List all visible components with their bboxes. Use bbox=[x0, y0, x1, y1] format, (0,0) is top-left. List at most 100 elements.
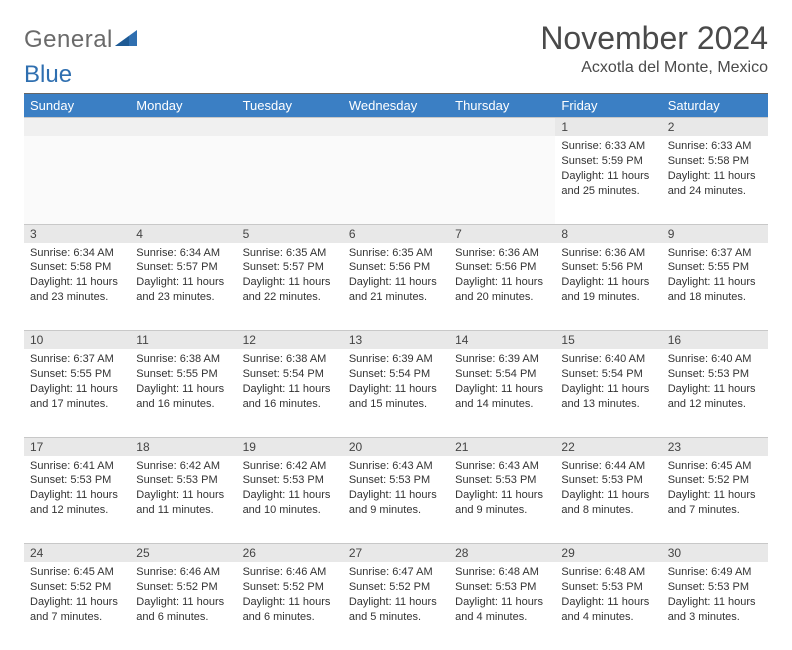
day-number-row: 24252627282930 bbox=[24, 544, 768, 563]
sunset-line: Sunset: 5:57 PM bbox=[243, 260, 337, 275]
daylight-line: Daylight: 11 hours and 16 minutes. bbox=[243, 382, 337, 412]
sunrise-line: Sunrise: 6:40 AM bbox=[668, 352, 762, 367]
sunset-line: Sunset: 5:56 PM bbox=[349, 260, 443, 275]
day-cell: Sunrise: 6:37 AMSunset: 5:55 PMDaylight:… bbox=[24, 349, 130, 437]
day-number: 25 bbox=[130, 544, 236, 563]
sunrise-line: Sunrise: 6:40 AM bbox=[561, 352, 655, 367]
day-number: 24 bbox=[24, 544, 130, 563]
daylight-line: Daylight: 11 hours and 19 minutes. bbox=[561, 275, 655, 305]
sunrise-line: Sunrise: 6:38 AM bbox=[136, 352, 230, 367]
daylight-line: Daylight: 11 hours and 14 minutes. bbox=[455, 382, 549, 412]
day-number bbox=[343, 118, 449, 137]
daylight-line: Daylight: 11 hours and 9 minutes. bbox=[455, 488, 549, 518]
sunrise-line: Sunrise: 6:35 AM bbox=[349, 246, 443, 261]
day-number: 13 bbox=[343, 331, 449, 350]
day-number: 19 bbox=[237, 437, 343, 456]
sunset-line: Sunset: 5:56 PM bbox=[455, 260, 549, 275]
day-cell: Sunrise: 6:43 AMSunset: 5:53 PMDaylight:… bbox=[343, 456, 449, 544]
sunrise-line: Sunrise: 6:45 AM bbox=[30, 565, 124, 580]
daylight-line: Daylight: 11 hours and 3 minutes. bbox=[668, 595, 762, 625]
sunrise-line: Sunrise: 6:42 AM bbox=[136, 459, 230, 474]
sunset-line: Sunset: 5:53 PM bbox=[455, 473, 549, 488]
day-cell bbox=[343, 136, 449, 224]
day-content-row: Sunrise: 6:45 AMSunset: 5:52 PMDaylight:… bbox=[24, 562, 768, 650]
sunrise-line: Sunrise: 6:36 AM bbox=[561, 246, 655, 261]
day-number: 7 bbox=[449, 224, 555, 243]
sunset-line: Sunset: 5:53 PM bbox=[30, 473, 124, 488]
daylight-line: Daylight: 11 hours and 24 minutes. bbox=[668, 169, 762, 199]
sunrise-line: Sunrise: 6:38 AM bbox=[243, 352, 337, 367]
sunset-line: Sunset: 5:56 PM bbox=[561, 260, 655, 275]
daylight-line: Daylight: 11 hours and 12 minutes. bbox=[668, 382, 762, 412]
day-number: 18 bbox=[130, 437, 236, 456]
day-number: 23 bbox=[662, 437, 768, 456]
sunset-line: Sunset: 5:52 PM bbox=[243, 580, 337, 595]
sunrise-line: Sunrise: 6:43 AM bbox=[455, 459, 549, 474]
daylight-line: Daylight: 11 hours and 13 minutes. bbox=[561, 382, 655, 412]
calendar-table: Sunday Monday Tuesday Wednesday Thursday… bbox=[24, 94, 768, 650]
sunrise-line: Sunrise: 6:34 AM bbox=[30, 246, 124, 261]
day-number: 4 bbox=[130, 224, 236, 243]
day-cell: Sunrise: 6:46 AMSunset: 5:52 PMDaylight:… bbox=[130, 562, 236, 650]
day-number bbox=[24, 118, 130, 137]
day-content-row: Sunrise: 6:37 AMSunset: 5:55 PMDaylight:… bbox=[24, 349, 768, 437]
day-cell: Sunrise: 6:38 AMSunset: 5:55 PMDaylight:… bbox=[130, 349, 236, 437]
day-number: 3 bbox=[24, 224, 130, 243]
day-cell: Sunrise: 6:39 AMSunset: 5:54 PMDaylight:… bbox=[449, 349, 555, 437]
daylight-line: Daylight: 11 hours and 23 minutes. bbox=[30, 275, 124, 305]
sunrise-line: Sunrise: 6:34 AM bbox=[136, 246, 230, 261]
daylight-line: Daylight: 11 hours and 6 minutes. bbox=[136, 595, 230, 625]
sunset-line: Sunset: 5:58 PM bbox=[30, 260, 124, 275]
logo-word1: General bbox=[24, 26, 113, 54]
day-cell: Sunrise: 6:47 AMSunset: 5:52 PMDaylight:… bbox=[343, 562, 449, 650]
sunrise-line: Sunrise: 6:33 AM bbox=[561, 139, 655, 154]
daylight-line: Daylight: 11 hours and 7 minutes. bbox=[30, 595, 124, 625]
sunrise-line: Sunrise: 6:46 AM bbox=[243, 565, 337, 580]
sunset-line: Sunset: 5:59 PM bbox=[561, 154, 655, 169]
day-number-row: 10111213141516 bbox=[24, 331, 768, 350]
daylight-line: Daylight: 11 hours and 7 minutes. bbox=[668, 488, 762, 518]
day-cell bbox=[449, 136, 555, 224]
day-number: 1 bbox=[555, 118, 661, 137]
sunset-line: Sunset: 5:58 PM bbox=[668, 154, 762, 169]
day-cell: Sunrise: 6:46 AMSunset: 5:52 PMDaylight:… bbox=[237, 562, 343, 650]
daylight-line: Daylight: 11 hours and 10 minutes. bbox=[243, 488, 337, 518]
daylight-line: Daylight: 11 hours and 6 minutes. bbox=[243, 595, 337, 625]
weekday-header: Friday bbox=[555, 94, 661, 118]
day-number: 16 bbox=[662, 331, 768, 350]
day-number: 15 bbox=[555, 331, 661, 350]
day-number: 9 bbox=[662, 224, 768, 243]
day-number: 29 bbox=[555, 544, 661, 563]
sunrise-line: Sunrise: 6:37 AM bbox=[668, 246, 762, 261]
logo-triangle-icon bbox=[115, 28, 137, 53]
day-number: 30 bbox=[662, 544, 768, 563]
logo-word2: Blue bbox=[24, 61, 768, 89]
sunset-line: Sunset: 5:53 PM bbox=[668, 580, 762, 595]
day-cell bbox=[237, 136, 343, 224]
day-number-row: 17181920212223 bbox=[24, 437, 768, 456]
daylight-line: Daylight: 11 hours and 11 minutes. bbox=[136, 488, 230, 518]
daylight-line: Daylight: 11 hours and 23 minutes. bbox=[136, 275, 230, 305]
day-number-row: 12 bbox=[24, 118, 768, 137]
day-number: 28 bbox=[449, 544, 555, 563]
day-cell: Sunrise: 6:45 AMSunset: 5:52 PMDaylight:… bbox=[24, 562, 130, 650]
day-cell: Sunrise: 6:49 AMSunset: 5:53 PMDaylight:… bbox=[662, 562, 768, 650]
day-number: 5 bbox=[237, 224, 343, 243]
daylight-line: Daylight: 11 hours and 8 minutes. bbox=[561, 488, 655, 518]
day-cell: Sunrise: 6:34 AMSunset: 5:58 PMDaylight:… bbox=[24, 243, 130, 331]
sunrise-line: Sunrise: 6:44 AM bbox=[561, 459, 655, 474]
day-number: 14 bbox=[449, 331, 555, 350]
day-cell: Sunrise: 6:36 AMSunset: 5:56 PMDaylight:… bbox=[449, 243, 555, 331]
day-cell: Sunrise: 6:37 AMSunset: 5:55 PMDaylight:… bbox=[662, 243, 768, 331]
month-title: November 2024 bbox=[540, 20, 768, 57]
daylight-line: Daylight: 11 hours and 4 minutes. bbox=[561, 595, 655, 625]
day-cell: Sunrise: 6:41 AMSunset: 5:53 PMDaylight:… bbox=[24, 456, 130, 544]
day-cell: Sunrise: 6:40 AMSunset: 5:54 PMDaylight:… bbox=[555, 349, 661, 437]
sunset-line: Sunset: 5:53 PM bbox=[349, 473, 443, 488]
day-cell bbox=[24, 136, 130, 224]
day-number: 8 bbox=[555, 224, 661, 243]
day-cell: Sunrise: 6:44 AMSunset: 5:53 PMDaylight:… bbox=[555, 456, 661, 544]
day-number: 17 bbox=[24, 437, 130, 456]
day-number: 11 bbox=[130, 331, 236, 350]
sunrise-line: Sunrise: 6:45 AM bbox=[668, 459, 762, 474]
